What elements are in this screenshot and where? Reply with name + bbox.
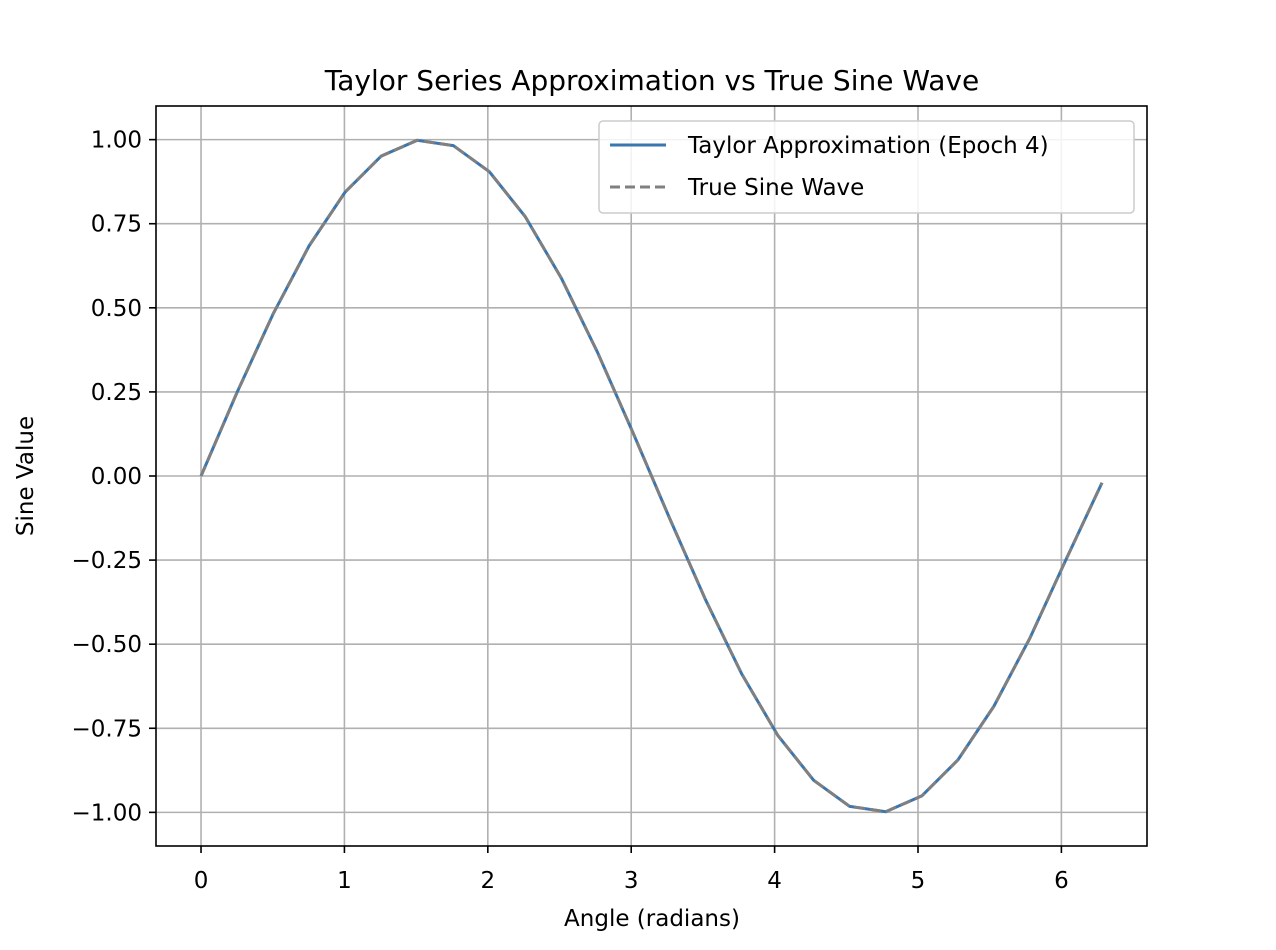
y-tick-label: −0.75 (72, 716, 142, 742)
y-tick-label: 0.75 (91, 212, 142, 238)
legend: Taylor Approximation (Epoch 4) True Sine… (598, 120, 1135, 214)
x-axis-label: Angle (radians) (564, 906, 740, 932)
y-tick-label: 0.25 (91, 380, 142, 406)
y-tick-label: 0.50 (91, 296, 142, 322)
x-tick-label: 2 (480, 868, 495, 894)
y-tick-label: −1.00 (72, 800, 142, 826)
ticks: 0 1 2 3 4 5 6 1.00 0.75 0.50 0.25 0.00 −0.25 −0.50 −0.… (72, 128, 1069, 894)
series-line-true-sine-wave (199, 138, 1104, 814)
series-layer (199, 138, 1104, 814)
grid (156, 106, 1147, 846)
legend-box (598, 120, 1135, 214)
y-tick-label: −0.50 (72, 632, 142, 658)
x-tick-label: 4 (767, 868, 782, 894)
y-tick-label: −0.25 (72, 548, 142, 574)
x-tick-label: 0 (194, 868, 209, 894)
y-axis-label: Sine Value (13, 416, 39, 536)
y-tick-label: 0.00 (91, 464, 142, 490)
x-tick-label: 5 (911, 868, 926, 894)
x-tick-label: 3 (624, 868, 639, 894)
legend-label-taylor: Taylor Approximation (Epoch 4) (687, 133, 1049, 159)
y-tick-label: 1.00 (91, 128, 142, 154)
x-tick-label: 1 (337, 868, 352, 894)
legend-label-true-sine: True Sine Wave (687, 175, 864, 201)
chart-title: Taylor Series Approximation vs True Sine… (324, 64, 979, 97)
x-tick-label: 6 (1054, 868, 1069, 894)
